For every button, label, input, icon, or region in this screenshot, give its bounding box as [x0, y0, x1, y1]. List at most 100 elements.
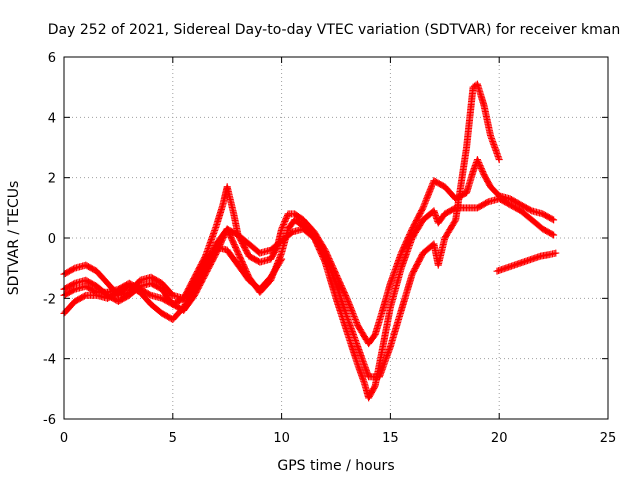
data-point [277, 257, 285, 265]
x-tick-label: 15 [382, 431, 399, 446]
data-point [552, 249, 560, 257]
data-point [347, 303, 355, 311]
x-tick-label: 0 [60, 431, 68, 446]
data-point [327, 267, 335, 275]
chart-title: Day 252 of 2021, Sidereal Day-to-day VTE… [48, 22, 620, 38]
data-point [424, 192, 432, 200]
data-point [344, 297, 352, 305]
y-tick-label: -4 [43, 353, 56, 368]
data-point [278, 255, 286, 263]
data-point [345, 300, 353, 308]
data-point [331, 276, 339, 284]
series-1 [60, 156, 558, 348]
data-point [421, 198, 429, 206]
data-point [476, 162, 484, 170]
data-point [328, 270, 336, 278]
series-5 [493, 249, 560, 275]
data-point [420, 201, 428, 209]
data-point [351, 314, 359, 322]
x-axis-label: GPS time / hours [277, 458, 394, 474]
data-point [348, 306, 356, 314]
data-point [282, 216, 290, 224]
data-point [475, 159, 483, 167]
y-tick-label: -2 [43, 292, 56, 307]
data-point [279, 222, 287, 230]
data-point [324, 258, 332, 266]
data-point [473, 156, 481, 164]
data-point [548, 230, 556, 238]
data-point [495, 156, 503, 164]
data-point [427, 184, 435, 192]
data-point [321, 252, 329, 260]
data-point [328, 269, 336, 277]
data-point [425, 189, 433, 197]
x-tick-label: 5 [169, 431, 177, 446]
data-point [352, 317, 360, 325]
data-point [325, 261, 333, 269]
data-point [348, 308, 356, 316]
y-axis: -6 -4 -2 0 2 4 6 [43, 51, 608, 428]
data-point [350, 311, 358, 319]
data-point [280, 220, 288, 228]
data-point [323, 257, 331, 265]
data-point [324, 260, 332, 268]
data-point [281, 217, 289, 225]
data-point [330, 273, 338, 281]
data-point [474, 157, 482, 165]
data-point [424, 190, 432, 198]
data-point [283, 213, 291, 221]
data-point [477, 163, 485, 171]
data-point [343, 294, 351, 302]
data-point [345, 299, 353, 307]
grid [64, 57, 608, 419]
data-point [326, 264, 334, 272]
x-tick-label: 25 [600, 431, 617, 446]
data-point [475, 160, 483, 168]
y-axis-label: SDTVAR / TECUs [6, 181, 22, 296]
data-point [282, 214, 290, 222]
data-point [350, 312, 358, 320]
data-point [346, 302, 354, 310]
data-point [347, 305, 355, 313]
data-points [60, 80, 560, 402]
data-point [325, 263, 333, 271]
data-point [426, 187, 434, 195]
x-tick-label: 20 [491, 431, 508, 446]
series-3 [60, 80, 503, 381]
data-point [343, 296, 351, 304]
data-point [548, 215, 556, 223]
data-point [419, 204, 427, 212]
x-tick-label: 10 [273, 431, 290, 446]
data-point [550, 216, 558, 224]
data-point [327, 266, 335, 274]
data-point [353, 318, 361, 326]
data-point [428, 183, 436, 191]
data-point [422, 196, 430, 204]
x-axis: 0 5 10 15 20 25 [60, 57, 616, 446]
data-point [280, 219, 288, 227]
data-point [477, 165, 485, 173]
data-point [349, 309, 357, 317]
data-point [428, 181, 436, 189]
data-point [421, 199, 429, 207]
data-point [426, 186, 434, 194]
y-tick-label: 4 [48, 111, 56, 126]
data-point [550, 231, 558, 239]
data-point [277, 251, 285, 259]
data-point [329, 272, 337, 280]
data-point [278, 225, 286, 233]
data-point [423, 193, 431, 201]
data-point [330, 275, 338, 283]
data-point [278, 223, 286, 231]
data-point [331, 278, 339, 286]
y-tick-label: 6 [48, 51, 56, 66]
data-point [451, 217, 459, 225]
data-point [322, 254, 330, 262]
data-point [420, 202, 428, 210]
y-tick-label: -6 [43, 413, 56, 428]
y-tick-label: 2 [48, 172, 56, 187]
data-point [322, 255, 330, 263]
data-point [479, 168, 487, 176]
data-point [478, 166, 486, 174]
